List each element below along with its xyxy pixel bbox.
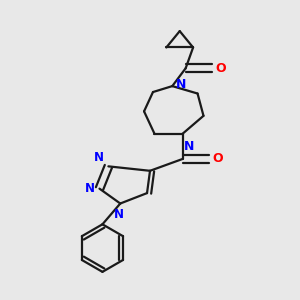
Text: N: N [114, 208, 124, 221]
Text: N: N [176, 78, 186, 91]
Text: O: O [212, 152, 223, 165]
Text: N: N [184, 140, 195, 153]
Text: O: O [215, 62, 226, 75]
Text: N: N [85, 182, 95, 195]
Text: N: N [94, 151, 104, 164]
